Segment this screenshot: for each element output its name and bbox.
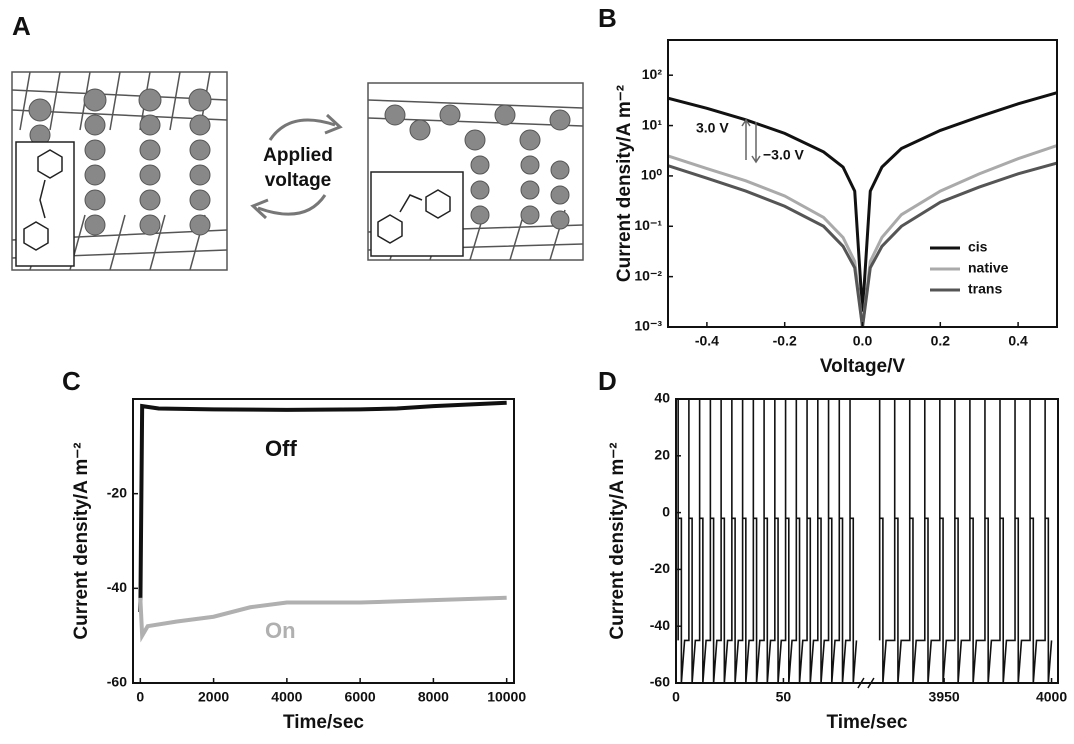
annotation: 3.0 V [696,120,729,136]
x-tick-label: 8000 [418,689,449,705]
y-tick-label: 20 [654,447,670,463]
y-tick-label: -20 [650,560,670,576]
cycle-arrows [250,113,343,220]
data-line [138,595,507,643]
y-tick-label: -60 [107,674,127,690]
x-tick-label: 3950 [929,689,960,705]
y-axis-label: Current density/A m⁻² [71,442,92,639]
diagram-text: voltage [265,170,332,191]
panel-a: A [11,11,584,271]
y-tick-label: 10² [642,66,663,82]
x-tick-label: 4000 [1036,689,1067,705]
chart: -60 -40 -20 0 20 40 0 50 3950 4000 Time/sec Current… [598,366,1067,733]
data-line [878,399,1053,684]
legend-label: native [968,260,1009,276]
inset-left [15,141,75,267]
y-axis-label: Current density/A m⁻² [614,85,635,282]
y-tick-label: 10¹ [642,116,663,132]
chart: -60 -40 -20 0 2000 4000 6000 8000 10000 Time/sec C… [62,366,526,733]
y-tick-label: -60 [650,674,670,690]
x-tick-label: 0.0 [853,333,873,349]
panel-label: C [62,366,81,396]
x-tick-label: 10000 [487,689,526,705]
data-line [668,91,1057,312]
y-tick-label: 10⁻¹ [634,217,662,233]
x-tick-label: 0.2 [931,333,951,349]
annotation-arrow [741,118,761,164]
y-axis-label: Current density/A m⁻² [607,442,628,639]
panel-label: D [598,366,617,396]
diagram-text: Applied [263,145,333,166]
y-tick-label: -40 [650,617,670,633]
panel-label: A [12,11,31,41]
y-tick-label: -40 [107,579,127,595]
y-tick-label: 10⁻² [634,267,662,283]
x-tick-label: 0.4 [1008,333,1028,349]
x-axis-label: Time/sec [283,712,364,733]
y-tick-label: 10⁻³ [634,318,662,334]
plot-frame [132,398,515,684]
y-tick-label: 40 [654,390,670,406]
x-tick-label: -0.2 [773,333,797,349]
x-tick-label: -0.4 [695,333,719,349]
x-axis-label: Voltage/V [820,356,905,377]
molecules-right [384,104,571,230]
series-label: On [265,618,296,643]
data-line [138,400,507,613]
series-label: Off [265,436,297,461]
molecules-left [28,88,212,236]
data-line [677,399,858,684]
y-tick-label: -20 [107,484,127,500]
legend-label: trans [968,281,1002,297]
x-tick-label: 0 [672,689,680,705]
x-tick-label: 50 [776,689,792,705]
x-axis-label: Time/sec [827,712,908,733]
legend-label: cis [968,239,988,255]
x-tick-label: 0 [136,689,144,705]
annotation: −3.0 V [763,147,805,163]
x-tick-label: 6000 [345,689,376,705]
inset-right [370,171,464,257]
panel-label: B [598,3,617,33]
y-tick-label: 0 [662,503,670,519]
plot-frame [675,398,1059,684]
y-tick-label: 10⁰ [641,167,663,183]
chart: 10⁻³ 10⁻² 10⁻¹ 10⁰ 10¹ 10² -0.4 -0.2 0.0 0.2 0.4 Vo… [598,3,1058,377]
x-tick-label: 4000 [271,689,302,705]
x-tick-label: 2000 [198,689,229,705]
